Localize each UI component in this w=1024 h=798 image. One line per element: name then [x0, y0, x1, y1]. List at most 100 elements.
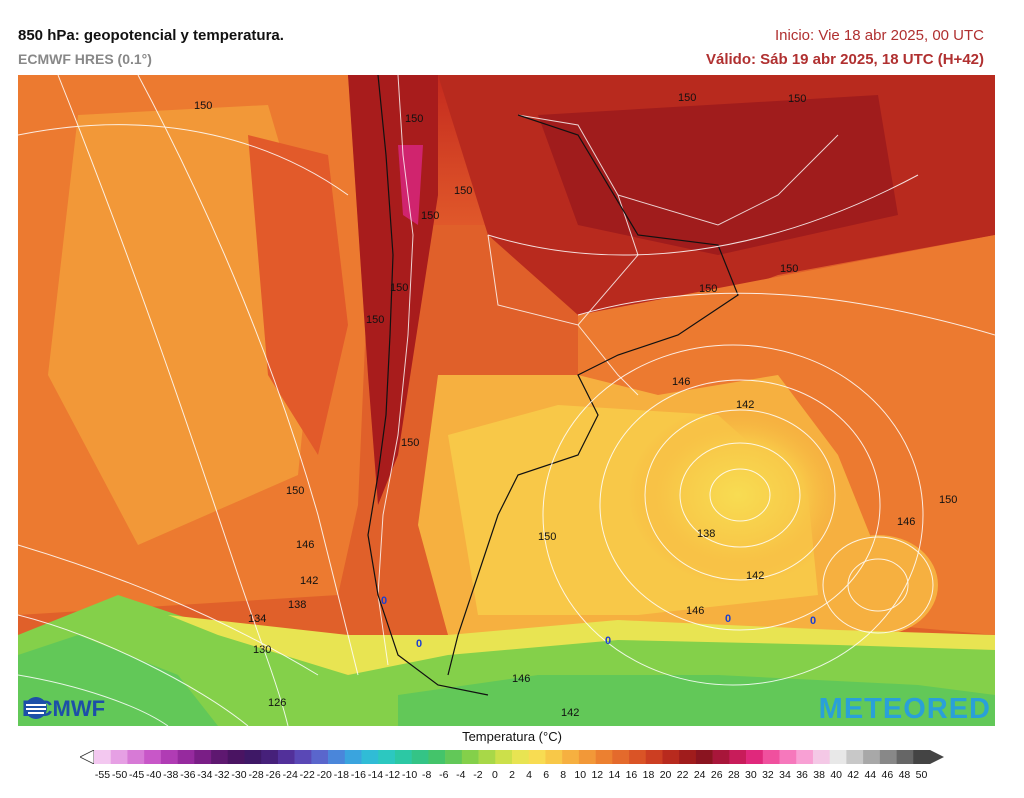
- contour-label: 150: [366, 314, 385, 326]
- scale-tick-label: 38: [813, 769, 825, 781]
- scale-swatch: [762, 750, 780, 764]
- scale-min-arrow: [80, 750, 95, 764]
- scale-tick-label: 50: [915, 769, 928, 781]
- scale-tick-label: -14: [367, 769, 384, 781]
- scale-swatch: [913, 750, 931, 764]
- contour-label: 150: [421, 210, 440, 222]
- scale-tick-label: 8: [560, 769, 567, 781]
- scale-tick-label: -24: [282, 769, 298, 781]
- scale-tick-label: -4: [456, 769, 466, 781]
- scale-swatch: [344, 750, 362, 764]
- ecmwf-swirl-icon: [25, 697, 47, 719]
- scale-tick-label: -38: [163, 769, 179, 781]
- scale-swatch: [679, 750, 697, 764]
- scale-swatch: [495, 750, 513, 764]
- scale-tick-label: 46: [881, 769, 894, 781]
- scale-swatch: [746, 750, 764, 764]
- weather-map[interactable]: 150 150 150 150 150 150 150 150 150 150 …: [18, 75, 995, 726]
- scale-swatch: [110, 750, 128, 764]
- contour-label: 142: [300, 575, 319, 587]
- scale-swatch: [461, 750, 479, 764]
- contour-label: 142: [736, 399, 755, 411]
- scale-swatch: [645, 750, 663, 764]
- scale-swatch: [612, 750, 630, 764]
- scale-tick-label: 14: [608, 769, 621, 781]
- scale-tick-label: 10: [574, 769, 587, 781]
- contour-label: 150: [194, 100, 213, 112]
- scale-swatch: [294, 750, 312, 764]
- scale-tick-label: 6: [543, 769, 550, 781]
- contour-label: 138: [697, 528, 716, 540]
- scale-swatch: [160, 750, 178, 764]
- scale-tick-label: -28: [248, 769, 264, 781]
- scale-swatch: [144, 750, 162, 764]
- scale-tick-label: -10: [402, 769, 418, 781]
- scale-swatch: [211, 750, 229, 764]
- contour-label: 150: [788, 93, 807, 105]
- scale-tick-label: -8: [422, 769, 432, 781]
- contour-label: 150: [678, 92, 697, 104]
- contour-label: 150: [538, 531, 557, 543]
- scale-swatch: [879, 750, 897, 764]
- scale-tick-label: 30: [745, 769, 757, 781]
- scale-swatch: [194, 750, 212, 764]
- scale-swatch: [595, 750, 613, 764]
- map-title: 850 hPa: geopotencial y temperatura.: [18, 27, 284, 44]
- scale-tick-label: -22: [299, 769, 315, 781]
- scale-tick-label: -2: [473, 769, 483, 781]
- scale-tick-label: -55: [94, 769, 111, 781]
- scale-swatch: [695, 750, 713, 764]
- scale-tick-label: 34: [779, 769, 791, 781]
- scale-tick-label: 22: [676, 769, 689, 781]
- contour-label: 146: [897, 516, 916, 528]
- scale-tick-label: -34: [197, 769, 213, 781]
- scale-tick-label: 48: [898, 769, 911, 781]
- contour-label: 134: [248, 613, 267, 625]
- scale-swatch: [896, 750, 914, 764]
- scale-tick-label: 36: [796, 769, 808, 781]
- contour-label: 150: [939, 494, 958, 506]
- scale-swatch: [528, 750, 546, 764]
- scale-tick-label: -26: [265, 769, 281, 781]
- scale-tick-label: -16: [350, 769, 367, 781]
- meteored-logo: METEORED: [818, 693, 991, 725]
- contour-label: 150: [454, 185, 473, 197]
- scale-swatch: [512, 750, 530, 764]
- scale-tick-label: -6: [439, 769, 449, 781]
- contour-label: 150: [286, 485, 305, 497]
- zero-isotherm-label: 0: [416, 638, 423, 650]
- contour-label: 142: [746, 570, 765, 582]
- contour-label: 130: [253, 644, 272, 656]
- scale-max-arrow: [930, 750, 944, 764]
- contour-label: 142: [561, 707, 580, 719]
- scale-swatch: [545, 750, 563, 764]
- scale-tick-label: -40: [146, 769, 162, 781]
- contour-label: 146: [686, 605, 705, 617]
- scale-tick-label: 2: [509, 769, 515, 781]
- scale-swatch: [261, 750, 279, 764]
- scale-tick-label: 4: [526, 769, 532, 781]
- temperature-color-scale: [80, 750, 944, 764]
- init-time: Inicio: Vie 18 abr 2025, 00 UTC: [774, 27, 984, 44]
- zero-isotherm-label: 0: [810, 615, 817, 627]
- zero-isotherm-label: 0: [605, 635, 612, 647]
- scale-tick-label: 42: [847, 769, 860, 781]
- scale-swatch: [478, 750, 496, 764]
- scale-swatch: [712, 750, 730, 764]
- scale-tick-label: -12: [384, 769, 401, 781]
- scale-tick-label: 0: [492, 769, 498, 781]
- contour-label: 146: [672, 376, 691, 388]
- scale-tick-label: -45: [129, 769, 145, 781]
- scale-swatch: [378, 750, 396, 764]
- model-name: ECMWF HRES (0.1°): [18, 51, 152, 67]
- scale-tick-label: 44: [864, 769, 877, 781]
- scale-tick-label: 26: [710, 769, 723, 781]
- legend-title: Temperatura (°C): [462, 729, 562, 744]
- contour-label: 150: [405, 113, 424, 125]
- scale-swatch: [227, 750, 245, 764]
- temperature-field: [18, 75, 995, 726]
- scale-swatch: [562, 750, 580, 764]
- contour-label: 146: [296, 539, 315, 551]
- scale-swatch: [445, 750, 463, 764]
- scale-tick-label: -50: [111, 769, 128, 781]
